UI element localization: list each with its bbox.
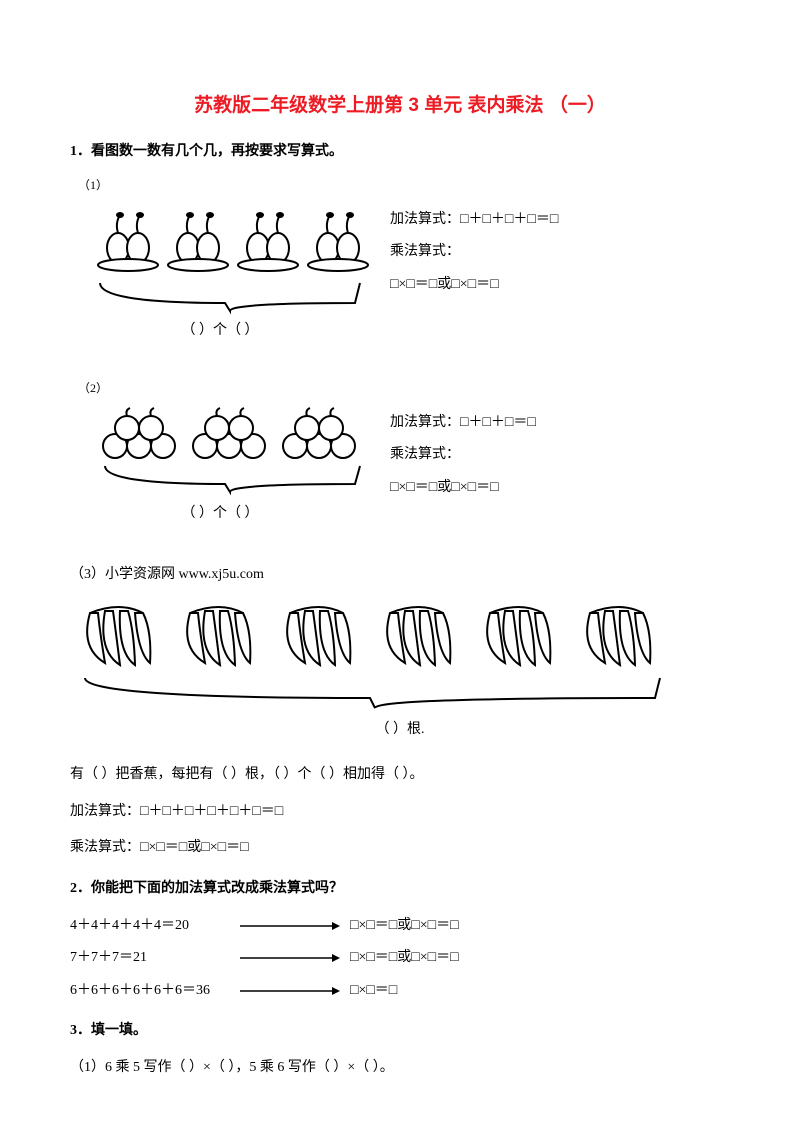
- q1p1-block: （ ）个（ ） 加法算式：□＋□＋□＋□＝□ 乘法算式： □×□＝□或□×□＝□: [70, 193, 730, 339]
- q2-r3-left: 6＋6＋6＋6＋6＋6＝36: [70, 978, 230, 1005]
- q2-r2-right: □×□＝□或□×□＝□: [350, 945, 459, 972]
- q2-r3-right: □×□＝□: [350, 978, 397, 1005]
- q1p1-num: （1）: [78, 176, 730, 193]
- page-title: 苏教版二年级数学上册第 3 单元 表内乘法 （一）: [70, 90, 730, 117]
- q2-prompt: 2．你能把下面的加法算式改成乘法算式吗？: [70, 876, 730, 903]
- arrow-icon: [240, 985, 340, 997]
- q1p1-image: （ ）个（ ）: [70, 193, 370, 339]
- q1-prompt: 1．看图数一数有几个几，再按要求写算式。: [70, 139, 730, 166]
- q2-row1: 4＋4＋4＋4＋4＝20 □×□＝□或□×□＝□: [70, 913, 730, 940]
- q1p3-num: （3）小学资源网 www.xj5u.com: [70, 562, 730, 589]
- q2-r1-right: □×□＝□或□×□＝□: [350, 913, 459, 940]
- q2-r2-left: 7＋7＋7＝21: [70, 945, 230, 972]
- q2-r1-left: 4＋4＋4＋4＋4＝20: [70, 913, 230, 940]
- q1p3-bracket-label: （ ）根.: [70, 718, 730, 738]
- q2-row2: 7＋7＋7＝21 □×□＝□或□×□＝□: [70, 945, 730, 972]
- q1p1-mult-expr: □×□＝□或□×□＝□: [390, 272, 558, 299]
- q1p2-mult-expr: □×□＝□或□×□＝□: [390, 475, 536, 502]
- q1p3-line1: 有（ ）把香蕉，每把有（ ）根，（ ）个（ ）相加得（ ）。: [70, 762, 730, 789]
- q1p1-addition: 加法算式：□＋□＋□＋□＝□: [390, 207, 558, 234]
- q1p2-num: （2）: [78, 379, 730, 396]
- q3-prompt: 3．填一填。: [70, 1018, 730, 1045]
- q1p3-image: （ ）根.: [70, 598, 730, 738]
- q1p1-bracket-label: （ ）个（ ）: [70, 319, 370, 339]
- q1p2-block: （ ）个（ ） 加法算式：□＋□＋□＝□ 乘法算式： □×□＝□或□×□＝□: [70, 396, 730, 522]
- q1p2-bracket-label: （ ）个（ ）: [70, 502, 370, 522]
- q1p2-mult-label: 乘法算式：: [390, 442, 536, 469]
- q1p2-image: （ ）个（ ）: [70, 396, 370, 522]
- q1p1-mult-label: 乘法算式：: [390, 239, 558, 266]
- q2-row3: 6＋6＋6＋6＋6＋6＝36 □×□＝□: [70, 978, 730, 1005]
- q1p2-addition: 加法算式：□＋□＋□＝□: [390, 410, 536, 437]
- q3-line1: （1）6 乘 5 写作（ ）×（ ），5 乘 6 写作（ ）×（ ）。: [70, 1055, 730, 1082]
- arrow-icon: [240, 920, 340, 932]
- arrow-icon: [240, 952, 340, 964]
- q1p3-line2: 加法算式：□＋□＋□＋□＋□＋□＝□: [70, 799, 730, 826]
- q1p3-line3: 乘法算式：□×□＝□或□×□＝□: [70, 835, 730, 862]
